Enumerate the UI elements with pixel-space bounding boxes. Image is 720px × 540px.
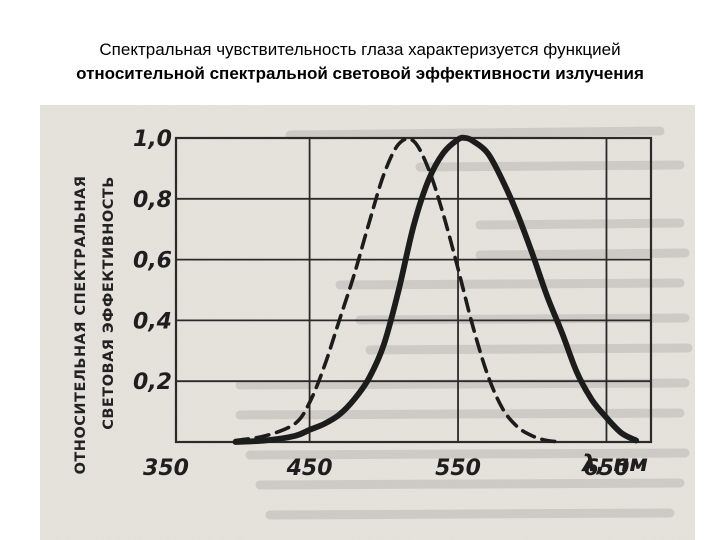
y-tick-label: 0,2 [133, 370, 172, 395]
plot-area [174, 136, 653, 444]
x-axis-label: λ, нм [580, 451, 648, 477]
x-tick-label: 350 [143, 456, 189, 481]
y-tick-label: 0,6 [133, 249, 172, 274]
title-line-1: Спектральная чувствительность глаза хара… [99, 40, 621, 59]
y-tick-label: 1,0 [133, 127, 172, 152]
y-tick-labels: 0,2 0,4 0,6 0,8 1,0 [133, 127, 172, 395]
chart-figure: 0,2 0,4 0,6 0,8 1,0 350 450 550 650 ОТНОСИТЕЛЬН… [40, 105, 695, 540]
y-axis-label-outer: ОТНОСИТЕЛЬНАЯ СПЕКТРАЛЬНАЯ [73, 176, 89, 475]
y-tick-label: 0,4 [133, 309, 172, 334]
gridlines [176, 138, 651, 442]
title-line-2: относительной спектральной световой эффе… [76, 64, 644, 83]
y-axis-label-inner: СВЕТОВАЯ ЭФФЕКТИВНОСТЬ [101, 176, 117, 430]
plot-frame [174, 136, 653, 444]
y-tick-label: 0,8 [133, 188, 172, 213]
scan-texture [40, 105, 695, 540]
series-solid-line [232, 134, 640, 445]
x-tick-label: 550 [435, 456, 481, 481]
series-layer [232, 134, 640, 445]
x-tick-label: 450 [286, 456, 333, 481]
slide-title: Спектральная чувствительность глаза хара… [0, 38, 720, 86]
series-dashed-line [233, 136, 564, 444]
x-tick-labels: 350 450 550 650 [143, 456, 629, 481]
x-tick-label: 650 [584, 456, 630, 481]
